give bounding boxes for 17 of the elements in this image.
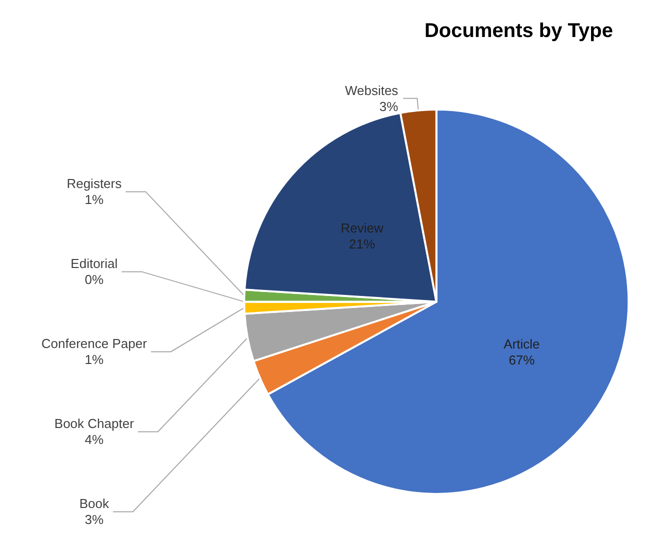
slice-label: Book bbox=[79, 496, 110, 512]
data-label: 21% bbox=[349, 236, 376, 252]
slice-label: Review bbox=[340, 220, 384, 236]
slice-label: Book Chapter bbox=[54, 416, 135, 432]
data-label: 3% bbox=[379, 98, 399, 114]
slice-label: Article bbox=[504, 336, 540, 352]
category-label: Editorial bbox=[70, 256, 118, 272]
slice-label: Conference Paper bbox=[41, 336, 148, 352]
data-label: 3% bbox=[84, 512, 104, 528]
chart-title: Documents by Type bbox=[424, 20, 614, 42]
data-label: 1% bbox=[84, 352, 104, 368]
data-label: 4% bbox=[84, 432, 104, 448]
data-label: 1% bbox=[84, 192, 104, 208]
slice-label: Registers bbox=[66, 176, 122, 192]
slice-label: Websites bbox=[344, 82, 399, 98]
data-label: 67% bbox=[508, 352, 536, 368]
text: 0% bbox=[84, 272, 104, 288]
